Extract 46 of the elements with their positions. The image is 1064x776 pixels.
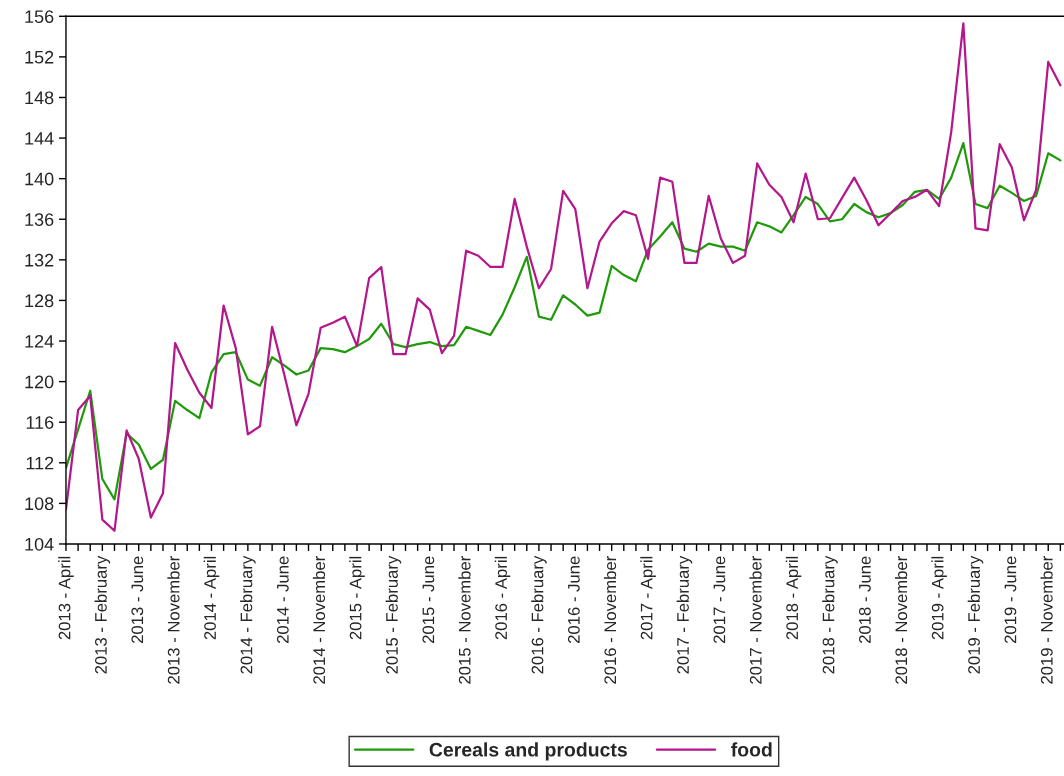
x-tick-label: 2013 - April bbox=[58, 556, 74, 640]
x-tick-label: 2013 - June bbox=[131, 556, 144, 643]
x-tick-label: 2015 - February bbox=[385, 555, 402, 674]
y-tick-label: 152 bbox=[25, 50, 54, 64]
x-tick-label: 2019 - April bbox=[931, 556, 947, 640]
x-tick-label: 2015 - June bbox=[422, 556, 435, 643]
x-tick-label: 2016 - November bbox=[603, 556, 617, 684]
x-tick-label: 2019 - November bbox=[1040, 556, 1053, 684]
y-tick-label: 156 bbox=[25, 10, 54, 24]
legend-label: food bbox=[731, 742, 772, 757]
x-tick-label: 2019 - February bbox=[967, 555, 984, 674]
x-tick-label: 2018 - June bbox=[859, 556, 871, 643]
x-tick-label: 2017 - April bbox=[640, 556, 656, 640]
y-tick-label: 116 bbox=[26, 416, 54, 429]
y-tick-label: 108 bbox=[25, 497, 54, 511]
y-tick-label: 104 bbox=[25, 537, 54, 551]
x-tick-label: 2014 - June bbox=[276, 556, 289, 643]
x-tick-label: 2019 - June bbox=[1004, 556, 1017, 643]
line-series bbox=[65, 22, 1062, 532]
x-tick-label: 2013 - November bbox=[167, 556, 180, 684]
x-tick-label: 2015 - November bbox=[458, 556, 471, 684]
x-tick-label: 2017 - February bbox=[676, 555, 693, 674]
x-tick-label: 2017 - June bbox=[713, 556, 726, 643]
x-tick-label: 2014 - November bbox=[312, 556, 326, 684]
legend-label: Cereals and products bbox=[429, 742, 627, 761]
line-series bbox=[65, 142, 1062, 501]
y-tick-label: 120 bbox=[25, 375, 54, 389]
x-tick-label: 2016 - April bbox=[494, 556, 511, 640]
y-tick-label: 140 bbox=[25, 172, 54, 186]
y-tick-label: 112 bbox=[26, 456, 54, 470]
x-tick-label: 2018 - April bbox=[785, 556, 802, 640]
y-tick-label: 124 bbox=[25, 334, 54, 348]
x-tick-label: 2018 - February bbox=[822, 555, 838, 674]
y-tick-label: 148 bbox=[25, 91, 54, 105]
x-tick-label: 2014 - April bbox=[203, 556, 220, 640]
y-tick-label: 144 bbox=[25, 132, 54, 145]
x-tick-label: 2018 - November bbox=[894, 556, 908, 684]
x-tick-label: 2015 - April bbox=[349, 556, 365, 640]
y-tick-label: 136 bbox=[25, 213, 54, 226]
x-tick-label: 2013 - February bbox=[94, 555, 111, 674]
y-tick-label: 128 bbox=[25, 294, 54, 308]
y-tick-label: 132 bbox=[25, 253, 54, 267]
x-tick-label: 2016 - June bbox=[567, 556, 580, 643]
x-tick-label: 2016 - February bbox=[531, 555, 547, 674]
x-tick-label: 2014 - February bbox=[240, 555, 256, 674]
x-tick-label: 2017 - November bbox=[749, 556, 762, 684]
